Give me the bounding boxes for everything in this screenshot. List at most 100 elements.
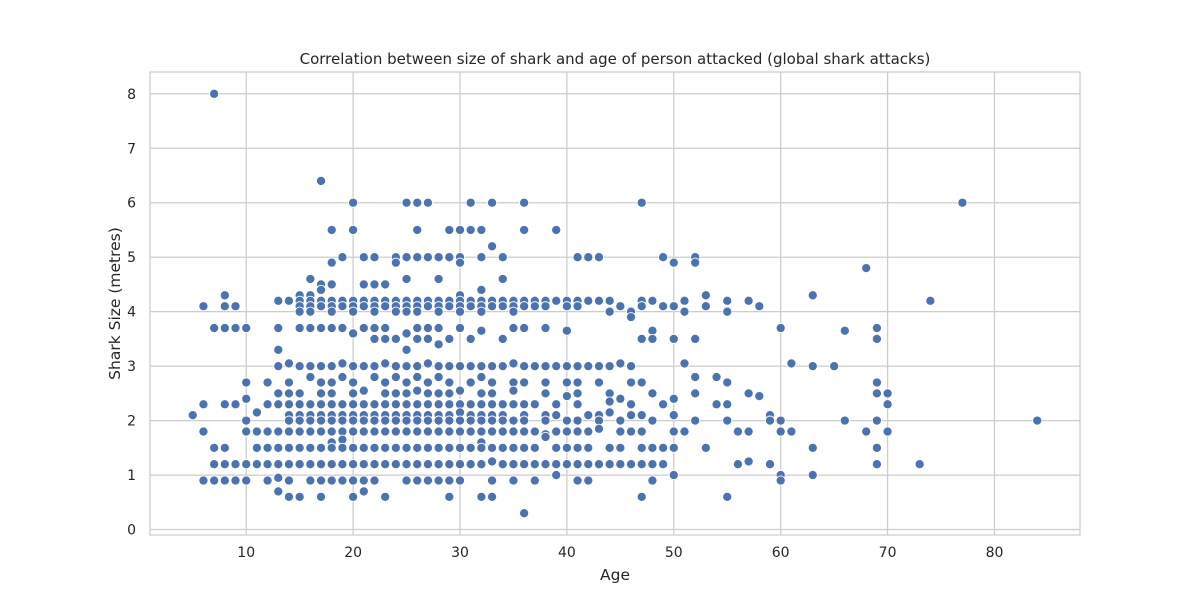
data-point	[593, 377, 605, 388]
data-point	[711, 399, 722, 410]
data-point	[572, 361, 583, 372]
data-point	[583, 442, 594, 453]
data-point	[348, 377, 359, 388]
data-point	[198, 426, 209, 437]
data-point	[647, 333, 658, 344]
data-point	[209, 475, 220, 486]
data-point	[508, 459, 519, 470]
data-point	[625, 361, 637, 372]
data-point	[775, 415, 786, 426]
data-point	[914, 459, 925, 470]
data-point	[358, 279, 369, 290]
data-point	[294, 322, 305, 334]
data-point	[422, 426, 433, 437]
data-point	[476, 399, 487, 410]
data-point	[444, 475, 455, 486]
data-point	[615, 415, 626, 426]
y-tick-label: 5	[127, 250, 136, 266]
data-point	[326, 361, 337, 372]
data-point	[273, 322, 284, 334]
data-point	[348, 328, 359, 339]
data-point	[625, 459, 637, 470]
data-point	[369, 459, 380, 470]
data-point	[294, 426, 305, 437]
data-point	[743, 426, 754, 437]
data-point	[337, 371, 348, 383]
data-point	[668, 393, 679, 404]
data-point	[251, 407, 262, 418]
data-point	[412, 385, 423, 396]
data-point	[283, 295, 295, 306]
data-point	[658, 252, 669, 263]
data-point	[380, 358, 391, 369]
data-point	[412, 399, 423, 410]
data-point	[679, 295, 690, 306]
data-point	[487, 361, 498, 372]
y-tick-label: 7	[127, 141, 136, 157]
y-axis-label: Shark Size (metres)	[106, 227, 124, 380]
data-point	[305, 415, 316, 426]
data-point	[358, 322, 369, 334]
data-point	[433, 475, 444, 486]
data-point	[241, 393, 252, 404]
data-point	[369, 442, 380, 453]
data-point	[615, 442, 626, 453]
x-tick-label: 60	[772, 545, 790, 561]
data-point	[487, 491, 498, 502]
data-point	[433, 306, 444, 317]
data-point	[315, 388, 327, 399]
data-point	[433, 322, 444, 334]
data-point	[625, 377, 637, 388]
data-point	[625, 426, 637, 437]
data-point	[636, 197, 647, 208]
data-point	[625, 312, 637, 323]
data-point	[583, 475, 594, 486]
data-point	[871, 322, 882, 334]
data-point	[422, 197, 433, 208]
data-point	[690, 415, 701, 426]
data-point	[454, 361, 466, 372]
data-point	[283, 491, 295, 502]
data-point	[583, 410, 594, 421]
data-point	[519, 415, 530, 426]
data-point	[508, 399, 519, 410]
y-tick-label: 1	[127, 468, 136, 484]
data-point	[219, 475, 230, 486]
data-point	[604, 459, 615, 470]
data-point	[454, 426, 466, 437]
data-point	[348, 491, 359, 502]
data-point	[604, 295, 615, 306]
data-point	[315, 491, 327, 502]
data-point	[508, 442, 519, 453]
data-point	[636, 459, 647, 470]
data-point	[305, 322, 316, 334]
y-tick-label: 2	[127, 414, 136, 430]
data-point	[294, 491, 305, 502]
data-point	[262, 377, 273, 388]
data-point	[593, 252, 605, 263]
data-point	[551, 470, 562, 481]
data-point	[251, 459, 262, 470]
data-point	[487, 241, 498, 252]
data-point	[743, 388, 754, 399]
data-point	[572, 399, 583, 410]
data-point	[390, 426, 401, 437]
data-point	[273, 442, 284, 453]
data-point	[529, 475, 540, 486]
data-point	[551, 459, 562, 470]
data-point	[732, 426, 743, 437]
data-point	[636, 491, 647, 502]
data-point	[519, 442, 530, 453]
data-point	[315, 322, 327, 334]
data-point	[572, 301, 583, 312]
data-point	[572, 415, 583, 426]
data-point	[380, 333, 391, 344]
data-point	[422, 252, 433, 263]
data-point	[315, 415, 327, 426]
data-point	[604, 407, 615, 418]
data-point	[444, 252, 455, 263]
data-point	[519, 301, 530, 312]
data-point	[465, 197, 476, 208]
x-tick-label: 20	[344, 545, 362, 561]
data-point	[551, 442, 562, 453]
